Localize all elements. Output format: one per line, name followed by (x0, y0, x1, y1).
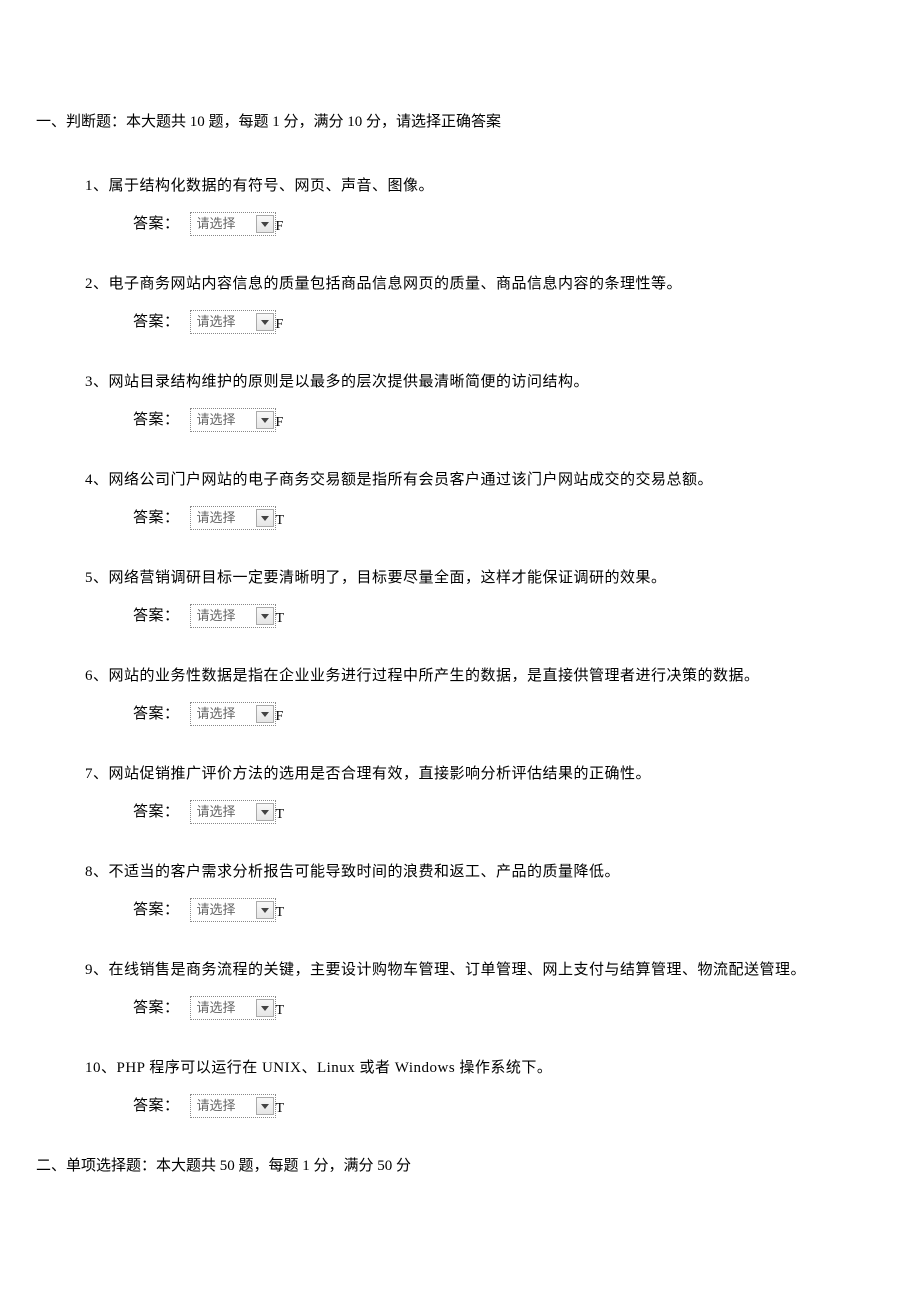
select-placeholder: 请选择 (197, 410, 256, 431)
answer-label: 答案： (133, 310, 180, 334)
answer-select[interactable]: 请选择 (190, 1094, 276, 1118)
question-block: 4、网络公司门户网站的电子商务交易额是指所有会员客户通过该门户网站成交的交易总额… (85, 468, 890, 530)
answer-key: T (276, 902, 285, 924)
question-block: 5、网络营销调研目标一定要清晰明了，目标要尽量全面，这样才能保证调研的效果。答案… (85, 566, 890, 628)
answer-key: F (276, 314, 284, 336)
answer-label: 答案： (133, 898, 180, 922)
select-placeholder: 请选择 (197, 508, 256, 529)
answer-select[interactable]: 请选择 (190, 506, 276, 530)
answer-row: 答案： 请选择 F (133, 702, 890, 726)
select-placeholder: 请选择 (197, 1096, 256, 1117)
section-1-header: 一、判断题：本大题共 10 题，每题 1 分，满分 10 分，请选择正确答案 (36, 110, 890, 134)
chevron-down-icon (256, 999, 274, 1017)
answer-row: 答案： 请选择 T (133, 1094, 890, 1118)
answer-select[interactable]: 请选择 (190, 800, 276, 824)
question-text: 4、网络公司门户网站的电子商务交易额是指所有会员客户通过该门户网站成交的交易总额… (85, 468, 890, 492)
select-placeholder: 请选择 (197, 802, 256, 823)
select-placeholder: 请选择 (197, 606, 256, 627)
question-block: 1、属于结构化数据的有符号、网页、声音、图像。答案： 请选择 F (85, 174, 890, 236)
question-text: 8、不适当的客户需求分析报告可能导致时间的浪费和返工、产品的质量降低。 (85, 860, 890, 884)
section-2-header: 二、单项选择题：本大题共 50 题，每题 1 分，满分 50 分 (36, 1154, 890, 1178)
answer-label: 答案： (133, 702, 180, 726)
question-text: 6、网站的业务性数据是指在企业业务进行过程中所产生的数据，是直接供管理者进行决策… (85, 664, 890, 688)
chevron-down-icon (256, 803, 274, 821)
questions-container: 1、属于结构化数据的有符号、网页、声音、图像。答案：请选择F2、电子商务网站内容… (30, 174, 890, 1118)
question-block: 6、网站的业务性数据是指在企业业务进行过程中所产生的数据，是直接供管理者进行决策… (85, 664, 890, 726)
question-text: 2、电子商务网站内容信息的质量包括商品信息网页的质量、商品信息内容的条理性等。 (85, 272, 890, 296)
answer-label: 答案： (133, 212, 180, 236)
exam-page: 一、判断题：本大题共 10 题，每题 1 分，满分 10 分，请选择正确答案 1… (0, 0, 920, 1298)
select-placeholder: 请选择 (197, 704, 256, 725)
answer-select[interactable]: 请选择 (190, 408, 276, 432)
answer-row: 答案： 请选择 T (133, 898, 890, 922)
answer-key: T (276, 510, 285, 532)
answer-label: 答案： (133, 408, 180, 432)
question-text: 3、网站目录结构维护的原则是以最多的层次提供最清晰简便的访问结构。 (85, 370, 890, 394)
answer-select[interactable]: 请选择 (190, 898, 276, 922)
question-block: 7、网站促销推广评价方法的选用是否合理有效，直接影响分析评估结果的正确性。答案：… (85, 762, 890, 824)
answer-row: 答案： 请选择 T (133, 506, 890, 530)
question-text: 1、属于结构化数据的有符号、网页、声音、图像。 (85, 174, 890, 198)
answer-select[interactable]: 请选择 (190, 702, 276, 726)
answer-key: T (276, 1000, 285, 1022)
answer-row: 答案： 请选择 F (133, 212, 890, 236)
answer-row: 答案： 请选择 T (133, 604, 890, 628)
answer-label: 答案： (133, 506, 180, 530)
select-placeholder: 请选择 (197, 312, 256, 333)
question-block: 8、不适当的客户需求分析报告可能导致时间的浪费和返工、产品的质量降低。答案： 请选… (85, 860, 890, 922)
chevron-down-icon (256, 215, 274, 233)
question-block: 2、电子商务网站内容信息的质量包括商品信息网页的质量、商品信息内容的条理性等。答… (85, 272, 890, 334)
answer-select[interactable]: 请选择 (190, 310, 276, 334)
select-placeholder: 请选择 (197, 900, 256, 921)
chevron-down-icon (256, 901, 274, 919)
question-text: 5、网络营销调研目标一定要清晰明了，目标要尽量全面，这样才能保证调研的效果。 (85, 566, 890, 590)
chevron-down-icon (256, 1097, 274, 1115)
chevron-down-icon (256, 705, 274, 723)
answer-key: F (276, 706, 284, 728)
question-text: 9、在线销售是商务流程的关键，主要设计购物车管理、订单管理、网上支付与结算管理、… (85, 958, 890, 982)
question-text: 10、PHP 程序可以运行在 UNIX、Linux 或者 Windows 操作系… (85, 1056, 890, 1080)
answer-key: T (276, 1098, 285, 1120)
chevron-down-icon (256, 411, 274, 429)
chevron-down-icon (256, 313, 274, 331)
answer-key: F (276, 412, 284, 434)
chevron-down-icon (256, 607, 274, 625)
answer-row: 答案： 请选择 T (133, 996, 890, 1020)
answer-label: 答案： (133, 800, 180, 824)
answer-select[interactable]: 请选择 (190, 604, 276, 628)
question-text: 7、网站促销推广评价方法的选用是否合理有效，直接影响分析评估结果的正确性。 (85, 762, 890, 786)
answer-row: 答案： 请选择 T (133, 800, 890, 824)
question-block: 9、在线销售是商务流程的关键，主要设计购物车管理、订单管理、网上支付与结算管理、… (85, 958, 890, 1020)
answer-row: 答案： 请选择 F (133, 310, 890, 334)
answer-row: 答案： 请选择 F (133, 408, 890, 432)
answer-label: 答案： (133, 604, 180, 628)
answer-key: T (276, 804, 285, 826)
answer-key: T (276, 608, 285, 630)
question-block: 3、网站目录结构维护的原则是以最多的层次提供最清晰简便的访问结构。答案： 请选择 F (85, 370, 890, 432)
question-block: 10、PHP 程序可以运行在 UNIX、Linux 或者 Windows 操作系… (85, 1056, 890, 1118)
select-placeholder: 请选择 (197, 214, 256, 235)
chevron-down-icon (256, 509, 274, 527)
answer-select[interactable]: 请选择 (190, 212, 276, 236)
select-placeholder: 请选择 (197, 998, 256, 1019)
answer-label: 答案： (133, 996, 180, 1020)
answer-select[interactable]: 请选择 (190, 996, 276, 1020)
answer-label: 答案： (133, 1094, 180, 1118)
answer-key: F (276, 216, 284, 238)
